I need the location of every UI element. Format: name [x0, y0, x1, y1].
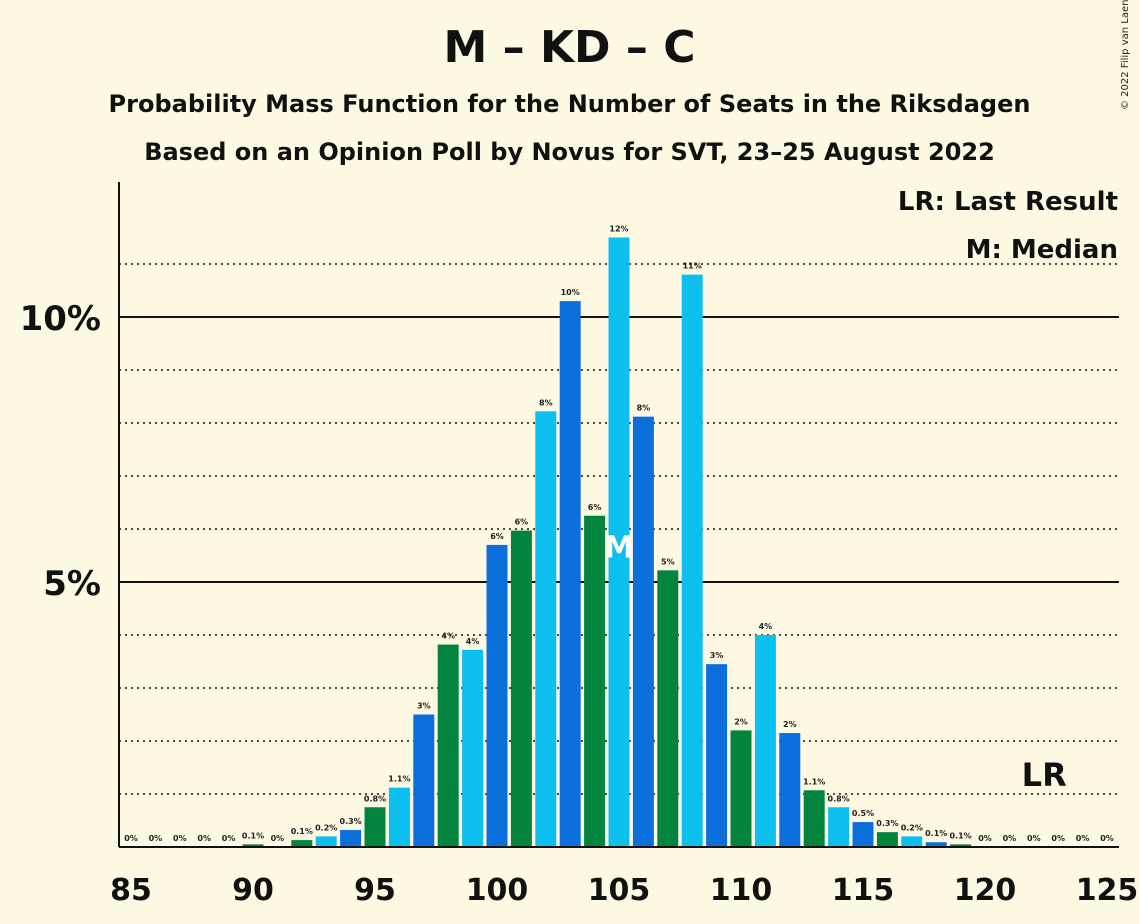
bar-label-seat-98: 4% [441, 632, 455, 641]
bar-seat-119 [950, 844, 972, 847]
bar-label-seat-100: 6% [490, 532, 504, 541]
bar-seat-107 [657, 570, 679, 847]
bar-label-seat-114: 0.8% [828, 794, 850, 803]
bar-label-seat-111: 4% [759, 622, 773, 631]
bar-seat-103 [559, 301, 581, 848]
bar-label-seat-109: 3% [710, 651, 724, 660]
bar-seat-116 [876, 832, 898, 847]
bar-label-seat-91: 0% [271, 834, 285, 843]
bar-label-seat-105: 12% [609, 225, 628, 234]
bar-seat-113 [803, 790, 825, 847]
bar-seat-101 [510, 530, 532, 847]
bar-label-seat-106: 8% [637, 404, 651, 413]
bar-label-seat-92: 0.1% [291, 827, 313, 836]
bar-label-seat-123: 0% [1051, 834, 1065, 843]
bar-seat-112 [779, 733, 801, 847]
x-tick-label-95: 95 [354, 873, 396, 908]
bar-label-seat-108: 11% [683, 262, 702, 271]
bar-seat-98 [437, 644, 459, 847]
bar-label-seat-96: 1.1% [388, 775, 410, 784]
bar-seat-106 [632, 416, 654, 847]
bar-label-seat-117: 0.2% [901, 823, 923, 832]
bar-seat-104 [584, 515, 606, 847]
axes-group [118, 182, 1119, 848]
x-tick-label-120: 120 [954, 873, 1017, 908]
bar-seat-95 [364, 807, 386, 847]
x-tick-label-115: 115 [832, 873, 895, 908]
bar-label-seat-116: 0.3% [876, 819, 898, 828]
bar-label-seat-88: 0% [197, 834, 211, 843]
bar-seat-118 [925, 842, 947, 847]
y-tick-label-10: 10% [20, 299, 101, 339]
bar-seat-99 [462, 649, 484, 847]
x-tick-label-90: 90 [232, 873, 274, 908]
bar-label-seat-85: 0% [124, 834, 138, 843]
bar-label-seat-86: 0% [149, 834, 163, 843]
bar-seat-115 [852, 822, 874, 847]
bar-label-seat-102: 8% [539, 398, 553, 407]
bar-seat-94 [340, 830, 362, 847]
x-tick-labels: 85 90 95 100 105 110 115 120 125 [110, 873, 1138, 908]
bar-labels-group: 0% 0% 0% 0% 0% 0.1% 0%0.1% 0.2%0.3%0.8%1.1%3%4%… [124, 225, 1114, 844]
bar-label-seat-113: 1.1% [803, 777, 825, 786]
bar-label-seat-104: 6% [588, 503, 602, 512]
bar-label-seat-103: 10% [561, 288, 580, 297]
x-tick-label-110: 110 [710, 873, 773, 908]
bar-seat-92 [291, 840, 313, 847]
x-tick-label-125: 125 [1076, 873, 1139, 908]
legend-median: M: Median [966, 235, 1118, 265]
bar-label-seat-87: 0% [173, 834, 187, 843]
bar-label-seat-99: 4% [466, 637, 480, 646]
bar-seat-105 [608, 237, 630, 847]
bar-label-seat-90: 0.1% [242, 831, 264, 840]
bar-label-seat-124: 0% [1076, 834, 1090, 843]
bar-label-seat-112: 2% [783, 720, 797, 729]
bar-label-seat-115: 0.5% [852, 809, 874, 818]
bar-label-seat-110: 2% [734, 717, 748, 726]
bar-seat-114 [828, 807, 850, 847]
x-tick-label-105: 105 [588, 873, 651, 908]
bar-seat-90 [242, 844, 264, 847]
bar-label-seat-107: 5% [661, 557, 675, 566]
chart-title: M – KD – C [443, 22, 696, 73]
y-tick-labels: 5% 10% [20, 299, 101, 604]
bar-seat-117 [901, 836, 923, 847]
bar-label-seat-122: 0% [1027, 834, 1041, 843]
bar-label-seat-121: 0% [1003, 834, 1017, 843]
chart-subtitle-2: Based on an Opinion Poll by Novus for SV… [144, 138, 995, 166]
bar-label-seat-93: 0.2% [315, 823, 337, 832]
bar-seat-100 [486, 544, 508, 847]
y-tick-label-5: 5% [43, 564, 101, 604]
bar-label-seat-97: 3% [417, 702, 431, 711]
bar-seat-93 [315, 836, 337, 847]
bar-label-seat-119: 0.1% [950, 831, 972, 840]
bar-label-seat-125: 0% [1100, 834, 1114, 843]
chart-subtitle-1: Probability Mass Function for the Number… [108, 90, 1031, 118]
bar-seat-109 [706, 664, 728, 847]
bar-label-seat-101: 6% [515, 518, 529, 527]
bar-seat-96 [388, 787, 410, 847]
bar-seat-97 [413, 714, 435, 847]
last-result-marker: LR [1022, 756, 1067, 794]
bars-group [242, 237, 972, 848]
x-tick-label-85: 85 [110, 873, 152, 908]
bar-label-seat-89: 0% [222, 834, 236, 843]
bar-seat-108 [681, 274, 703, 848]
bar-label-seat-120: 0% [978, 834, 992, 843]
legend-last-result: LR: Last Result [898, 187, 1118, 217]
bar-label-seat-95: 0.8% [364, 794, 386, 803]
bar-label-seat-94: 0.3% [340, 817, 362, 826]
markers-group: M LR [604, 531, 1067, 795]
bar-seat-102 [535, 411, 557, 847]
bar-label-seat-118: 0.1% [925, 829, 947, 838]
median-marker: M [604, 531, 634, 566]
bar-seat-110 [730, 730, 752, 847]
x-tick-label-100: 100 [466, 873, 529, 908]
bar-seat-111 [754, 635, 776, 847]
